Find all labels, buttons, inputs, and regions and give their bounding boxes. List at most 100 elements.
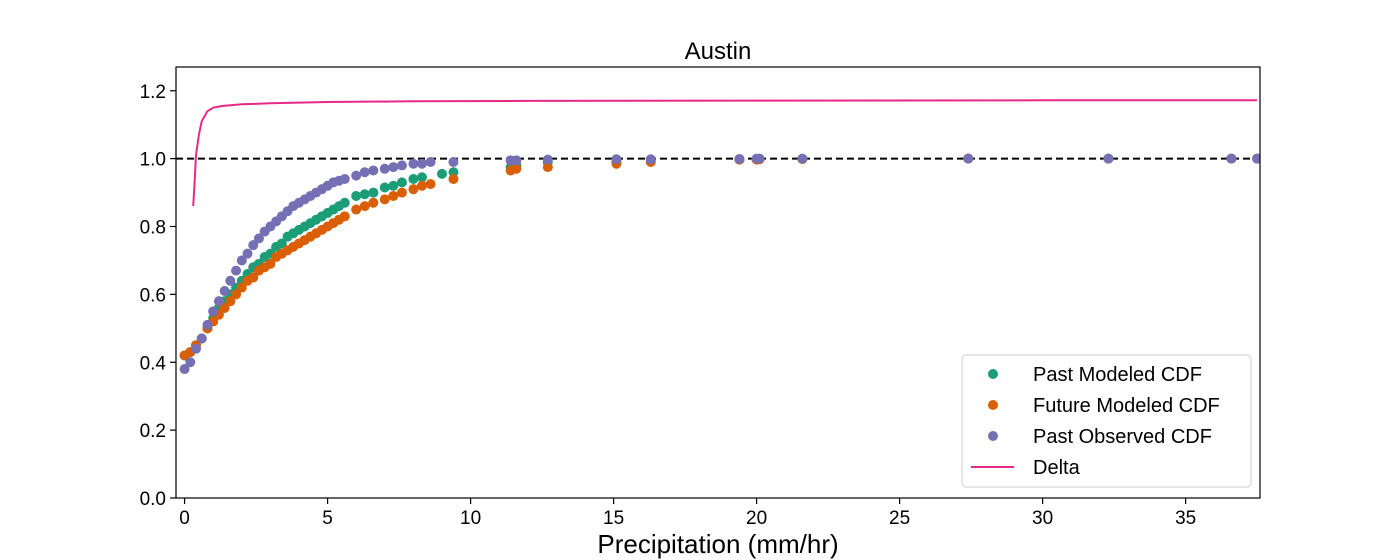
legend-label-1: Future Modeled CDF — [1033, 395, 1220, 417]
x-tick-label-6: 30 — [1032, 508, 1053, 529]
legend-label-2: Past Observed CDF — [1033, 426, 1212, 448]
point-2-48 — [963, 153, 974, 164]
point-0-34 — [396, 177, 407, 188]
point-1-9 — [231, 289, 242, 300]
point-1-8 — [225, 296, 236, 307]
plot-area — [176, 99, 1260, 375]
point-1-41 — [542, 162, 553, 173]
point-2-10 — [236, 255, 247, 266]
plot-frame — [175, 66, 1261, 499]
point-2-2 — [191, 343, 202, 354]
point-0-17 — [276, 238, 287, 249]
point-1-28 — [339, 211, 350, 222]
point-2-31 — [368, 165, 379, 176]
x-tick-label-4: 20 — [746, 508, 767, 529]
point-2-42 — [611, 154, 622, 165]
point-1-30 — [359, 201, 370, 212]
point-2-1 — [185, 357, 196, 368]
point-2-4 — [202, 319, 213, 330]
point-2-12 — [248, 240, 259, 251]
point-0-30 — [359, 189, 370, 200]
point-0-35 — [408, 173, 419, 184]
point-2-9 — [231, 265, 242, 276]
legend-entry-2: Past Observed CDF — [988, 426, 1212, 448]
point-2-51 — [1252, 153, 1260, 164]
chart-title: Austin — [685, 38, 752, 65]
legend-label-3: Delta — [1033, 457, 1081, 479]
y-tick-label-0: 0.0 — [140, 489, 166, 510]
point-2-41 — [542, 154, 553, 165]
y-tick-label-2: 0.4 — [140, 353, 167, 374]
point-2-32 — [379, 163, 390, 174]
point-1-35 — [408, 184, 419, 195]
y-tick-label-3: 0.6 — [140, 285, 166, 306]
point-1-34 — [396, 187, 407, 198]
point-0-32 — [379, 182, 390, 193]
point-2-29 — [351, 170, 362, 181]
point-2-35 — [408, 158, 419, 169]
legend-marker-1 — [988, 400, 998, 410]
x-tick-label-1: 5 — [322, 508, 333, 529]
legend-entry-3: Delta — [971, 457, 1081, 479]
delta-line — [192, 99, 1258, 207]
point-2-43 — [645, 154, 656, 165]
point-1-10 — [236, 282, 247, 293]
point-1-12 — [248, 272, 259, 283]
point-2-47 — [797, 153, 808, 164]
point-1-15 — [265, 258, 276, 269]
legend-marker-2 — [988, 431, 998, 441]
point-0-29 — [351, 190, 362, 201]
legend-entry-1: Future Modeled CDF — [988, 395, 1220, 417]
point-2-8 — [225, 275, 236, 286]
x-tick-label-3: 15 — [603, 508, 624, 529]
y-tick-label-4: 0.8 — [140, 218, 166, 239]
point-1-31 — [368, 197, 379, 208]
point-1-37 — [425, 179, 436, 190]
point-2-38 — [448, 157, 459, 168]
legend-label-0: Past Modeled CDF — [1033, 364, 1202, 386]
y-tick-label-1: 0.2 — [140, 421, 166, 442]
x-tick-label-7: 35 — [1175, 508, 1196, 529]
point-2-44 — [734, 153, 745, 164]
series-2 — [179, 153, 1260, 375]
point-2-5 — [208, 306, 219, 317]
point-2-11 — [242, 248, 253, 259]
point-2-37 — [425, 157, 436, 168]
point-0-36 — [416, 172, 427, 183]
legend-box — [961, 354, 1252, 488]
point-2-36 — [416, 158, 427, 169]
point-2-33 — [388, 162, 399, 173]
legend-marker-0 — [988, 369, 998, 379]
point-0-31 — [368, 187, 379, 198]
point-2-0 — [179, 364, 190, 375]
point-2-13 — [253, 233, 264, 244]
point-0-37 — [436, 168, 447, 179]
x-tick-label-5: 25 — [889, 508, 910, 529]
point-1-32 — [379, 194, 390, 205]
point-2-40 — [511, 155, 522, 166]
point-1-38 — [448, 173, 459, 184]
point-1-7 — [219, 302, 230, 313]
axes: 0 5 10 15 20 25 30 35 0.0 0.2 0.4 0.6 0.8 1.0 1.2 — [140, 66, 1261, 529]
series-1 — [179, 153, 1260, 361]
legend: Past Modeled CDF Future Modeled CDF Past O… — [961, 354, 1252, 488]
point-2-50 — [1226, 153, 1237, 164]
x-tick-label-0: 0 — [179, 508, 190, 529]
point-0-28 — [339, 197, 350, 208]
point-0-33 — [388, 180, 399, 191]
point-1-40 — [511, 163, 522, 174]
point-2-34 — [396, 160, 407, 171]
point-1-33 — [388, 190, 399, 201]
y-tick-label-5: 1.0 — [140, 150, 166, 171]
point-2-49 — [1103, 153, 1114, 164]
point-2-46 — [754, 153, 765, 164]
legend-entry-0: Past Modeled CDF — [988, 364, 1202, 386]
point-1-36 — [416, 180, 427, 191]
point-2-28 — [339, 173, 350, 184]
x-tick-label-2: 10 — [460, 508, 481, 529]
point-2-6 — [213, 296, 224, 307]
point-2-30 — [359, 167, 370, 178]
y-tick-label-6: 1.2 — [140, 82, 166, 103]
point-2-7 — [219, 285, 230, 296]
